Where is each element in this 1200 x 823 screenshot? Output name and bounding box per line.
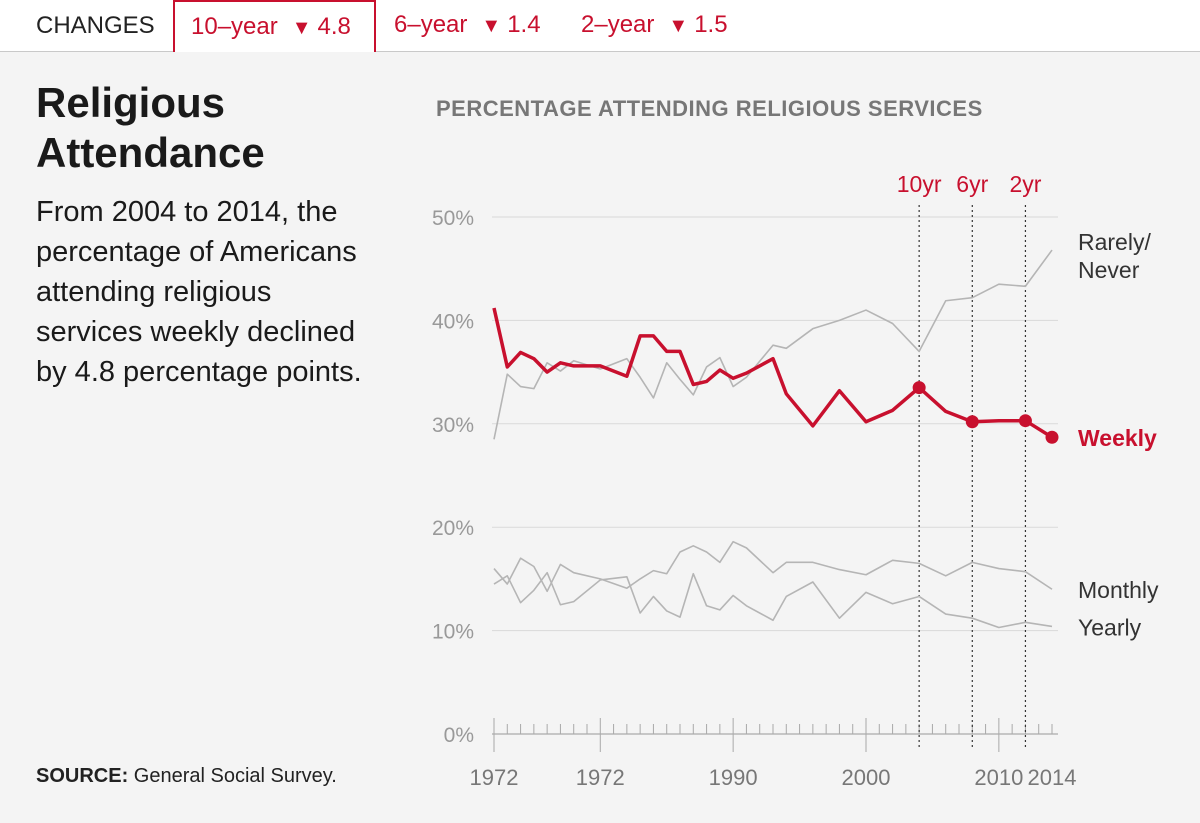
series-line <box>493 571 1053 629</box>
tab-value: 4.8 <box>317 13 351 40</box>
tab-period: 2–year <box>581 11 655 38</box>
y-tick-label: 20% <box>432 517 474 540</box>
down-triangle-icon: ▼ <box>291 17 312 39</box>
tab-2-year[interactable]: 2–year ▼ 1.5 <box>581 0 728 50</box>
x-tick-label: 2000 <box>842 765 891 790</box>
description: From 2004 to 2014, the percentage of Ame… <box>36 196 362 388</box>
x-tick-label: 1972 <box>576 765 625 790</box>
series-label: Yearly <box>1078 614 1142 640</box>
period-marker-label: 2yr <box>1009 171 1041 197</box>
tab-value: 1.4 <box>507 11 541 38</box>
weekly-point <box>912 381 926 395</box>
source-label: SOURCE: <box>36 765 129 787</box>
x-tick-label: 2014 <box>1028 765 1077 790</box>
down-triangle-icon: ▼ <box>668 15 689 37</box>
chart-title: PERCENTAGE ATTENDING RELIGIOUS SERVICES <box>436 96 983 121</box>
weekly-point <box>1045 430 1059 444</box>
weekly-point <box>1018 414 1032 428</box>
y-tick-label: 50% <box>432 207 474 230</box>
tab-period: 10–year <box>191 13 278 40</box>
x-tick-label: 1990 <box>709 765 758 790</box>
changes-tab-bar: CHANGES 10–year ▼ 4.8 6–year ▼ 1.4 2–year ▼ 1.… <box>0 0 1200 52</box>
y-tick-label: 40% <box>432 310 474 333</box>
source-text: General Social Survey. <box>133 765 337 787</box>
x-tick-label: 2010 <box>974 765 1023 790</box>
x-tick-label: 1972 <box>470 765 519 790</box>
tab-period: 6–year <box>394 11 468 38</box>
headline: Religious Attendance <box>36 79 265 176</box>
series-label: Rarely/Never <box>1078 229 1151 283</box>
tab-10-year[interactable]: 10–year ▼ 4.8 <box>173 0 376 52</box>
changes-label: CHANGES <box>36 12 155 39</box>
y-tick-label: 0% <box>444 724 474 747</box>
y-tick-label: 30% <box>432 414 474 437</box>
tab-value: 1.5 <box>694 11 728 38</box>
weekly-point <box>965 415 979 429</box>
y-tick-label: 10% <box>432 621 474 644</box>
series-line <box>493 249 1053 440</box>
series-label: Monthly <box>1078 577 1159 603</box>
tab-6-year[interactable]: 6–year ▼ 1.4 <box>394 0 541 50</box>
source-note: SOURCE: General Social Survey. <box>36 765 337 788</box>
series-line <box>493 540 1053 593</box>
series-label: Weekly <box>1078 425 1157 451</box>
down-triangle-icon: ▼ <box>481 15 502 37</box>
period-marker-label: 10yr <box>897 171 942 197</box>
period-marker-label: 6yr <box>956 171 988 197</box>
